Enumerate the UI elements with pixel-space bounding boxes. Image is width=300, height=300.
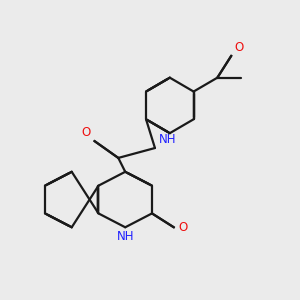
Text: O: O — [234, 41, 244, 54]
Text: NH: NH — [159, 133, 176, 146]
Text: O: O — [81, 126, 91, 139]
Text: O: O — [179, 221, 188, 234]
Text: NH: NH — [116, 230, 134, 243]
